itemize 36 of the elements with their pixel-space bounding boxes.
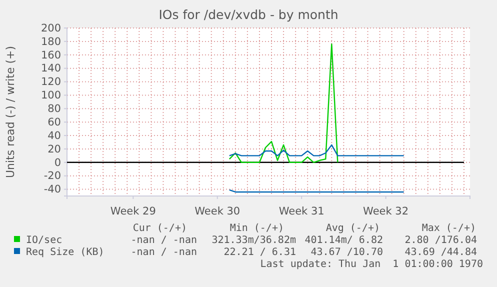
y-tick-label: 40: [48, 130, 61, 142]
text: Max (-/+): [422, 223, 476, 234]
legend-label: IO/sec: [26, 235, 62, 246]
text: Last update: Thu Jan 1 01:00:00 1970: [260, 259, 483, 270]
text: -nan / -nan: [130, 235, 197, 246]
text: 43.69 /44.84: [404, 247, 477, 258]
line-series: [228, 144, 404, 156]
y-tick-label: 200: [40, 22, 61, 34]
y-tick-label: 100: [40, 90, 61, 102]
x-tick-label: Week 32: [363, 206, 409, 218]
line-series: [228, 44, 338, 163]
text: Cur (-/+): [132, 223, 187, 234]
y-tick-label: 80: [48, 103, 61, 115]
x-tick-label: Week 30: [194, 206, 240, 218]
text: -nan / -nan: [130, 247, 197, 258]
text: 401.14m/ 6.82: [304, 235, 383, 246]
y-tick-label: 160: [40, 49, 61, 62]
y-tick-label: -40: [44, 184, 61, 196]
y-tick-label: 0: [54, 156, 61, 169]
text: Min (-/+): [230, 223, 284, 234]
y-tick-label: 180: [40, 36, 61, 48]
legend-label: Req Size (KB): [26, 247, 104, 258]
y-tick-label: 60: [48, 116, 61, 128]
chart-title: IOs for /dev/xvdb - by month: [158, 7, 338, 22]
text: 43.67 /10.70: [310, 247, 383, 258]
y-tick-label: 120: [40, 76, 61, 88]
y-tick-label: 140: [40, 62, 61, 75]
x-tick-label: Week 29: [110, 206, 156, 218]
text: 2.80 /176.04: [404, 235, 477, 246]
text: Avg (-/+): [326, 223, 380, 234]
y-tick-label: 20: [48, 143, 61, 156]
text: 22.21 / 6.31: [224, 247, 296, 258]
x-tick-label: Week 31: [278, 206, 324, 218]
y-axis-title: Units read (-) / write (+): [4, 46, 17, 178]
text: 321.33m/36.82m: [212, 235, 296, 246]
y-tick-label: -20: [44, 170, 61, 182]
